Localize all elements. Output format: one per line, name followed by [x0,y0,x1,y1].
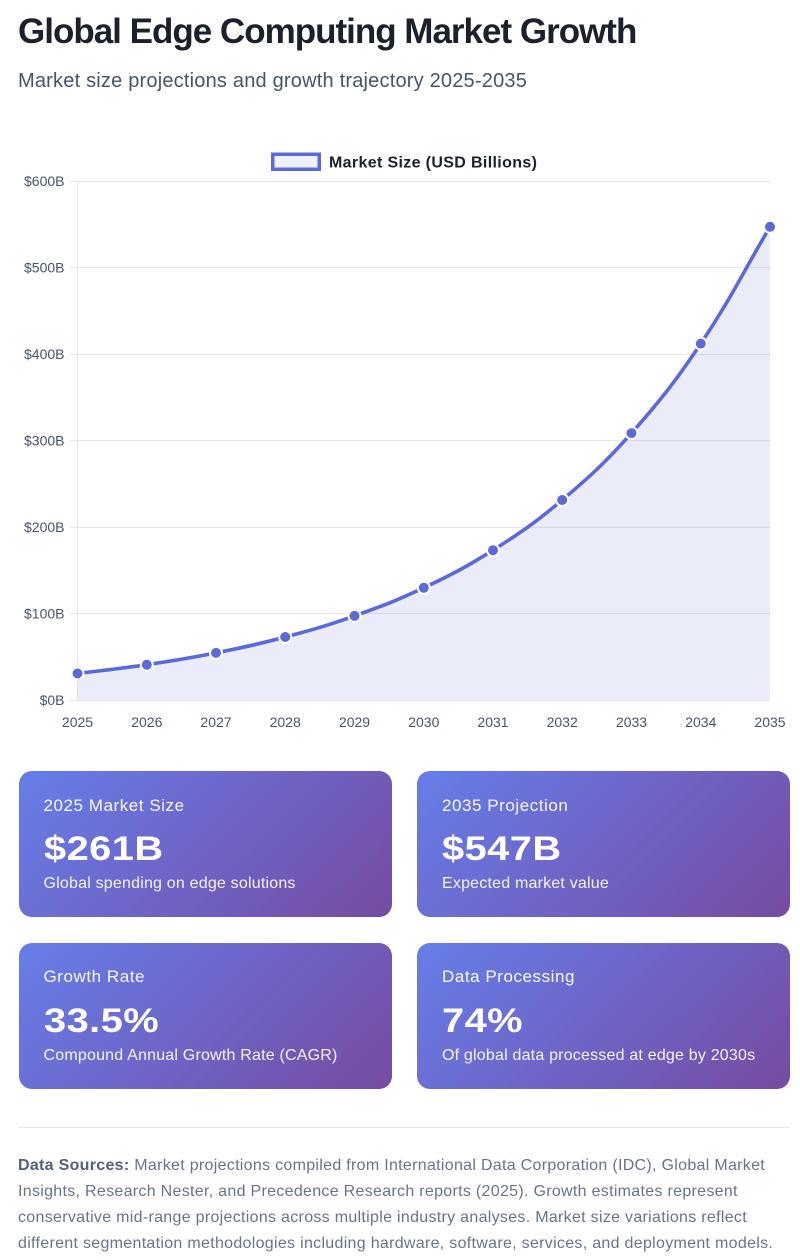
svg-text:Market Size (USD Billions): Market Size (USD Billions) [329,155,537,172]
svg-text:2030: 2030 [408,714,439,730]
svg-text:2029: 2029 [339,714,370,730]
svg-text:2028: 2028 [270,714,301,730]
svg-text:2033: 2033 [616,714,647,730]
svg-text:$400B: $400B [24,346,64,362]
svg-text:2034: 2034 [685,714,716,730]
svg-text:2027: 2027 [200,714,231,730]
svg-text:2032: 2032 [547,714,578,730]
svg-text:$0B: $0B [40,692,65,708]
svg-text:$500B: $500B [24,260,64,276]
svg-text:2035: 2035 [754,714,785,730]
svg-text:$600B: $600B [24,173,64,189]
svg-text:2025: 2025 [62,714,93,730]
svg-text:$200B: $200B [24,519,64,535]
svg-text:2031: 2031 [477,714,508,730]
svg-text:$100B: $100B [24,606,64,622]
svg-text:2026: 2026 [131,714,162,730]
svg-text:$300B: $300B [24,433,64,449]
